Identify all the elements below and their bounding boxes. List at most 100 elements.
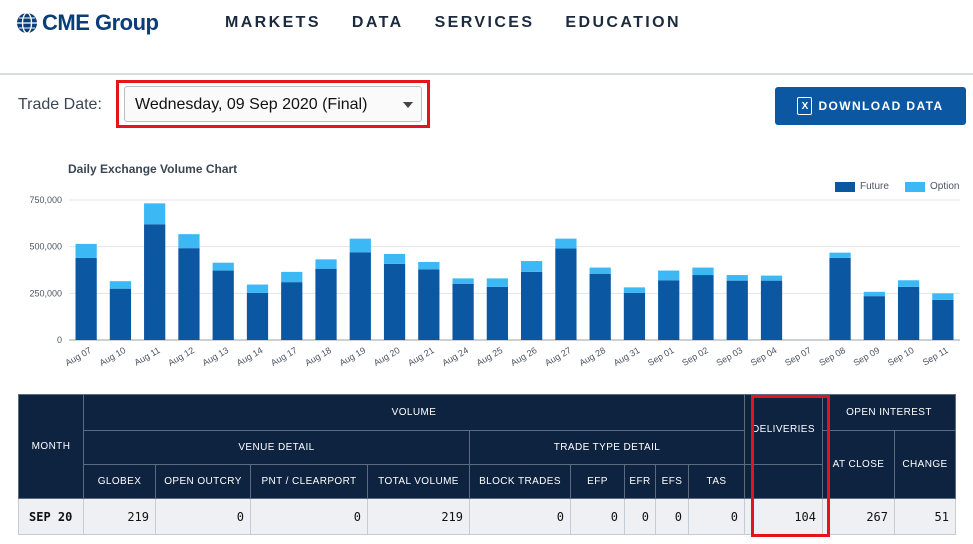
nav-markets[interactable]: MARKETS: [225, 14, 321, 31]
bar-option: [212, 262, 234, 271]
cell-efp: 0: [570, 498, 625, 535]
x-tick-label: Aug 12: [166, 345, 196, 368]
cell-total-volume: 219: [367, 498, 470, 535]
cell-month[interactable]: SEP 20: [18, 498, 84, 535]
nav-data[interactable]: DATA: [351, 14, 404, 31]
trade-date-value: Wednesday, 09 Sep 2020 (Final): [135, 96, 368, 113]
x-tick-label: Aug 14: [235, 345, 265, 368]
bar-future: [726, 280, 748, 340]
y-tick-label: 750,000: [29, 195, 62, 205]
cell-change: 51: [894, 498, 956, 535]
x-tick-label: Sep 09: [852, 345, 882, 368]
legend-option-swatch: [905, 181, 925, 192]
bar-future: [932, 299, 954, 340]
bar-future: [315, 268, 337, 340]
x-tick-label: Sep 02: [680, 345, 710, 368]
th-volume: VOLUME: [83, 394, 745, 431]
trade-date-label: Trade Date:: [18, 96, 102, 113]
y-tick-label: 500,000: [29, 242, 62, 252]
bar-option: [555, 238, 577, 249]
x-tick-label: Sep 04: [749, 345, 779, 368]
bar-option: [281, 271, 303, 283]
x-tick-label: Sep 10: [886, 345, 916, 368]
bar-future: [589, 273, 611, 340]
bar-future: [144, 224, 166, 340]
bar-future: [75, 257, 97, 340]
bar-option: [75, 243, 97, 258]
volume-table: MONTH VOLUME DELIVERIES OPEN INTEREST VE…: [18, 394, 956, 535]
cell-pnt: 0: [250, 498, 368, 535]
th-at-close: AT CLOSE: [822, 430, 895, 499]
cell-efs: 0: [655, 498, 689, 535]
bar-option: [315, 259, 337, 269]
bar-future: [897, 286, 920, 340]
bar-option: [692, 267, 714, 276]
bar-option: [109, 281, 132, 289]
bar-future: [863, 296, 885, 340]
daily-volume-chart: 0 250,000 500,000 750,000 Aug 07 Aug 10 Aug 11…: [29, 195, 960, 368]
x-tick-label: Sep 01: [646, 345, 676, 368]
th-globex: GLOBEX: [83, 464, 156, 499]
cell-open-outcry: 0: [155, 498, 251, 535]
bar-future: [521, 271, 543, 340]
bar-option: [383, 253, 406, 264]
bar-future: [246, 292, 269, 340]
bar-future: [383, 263, 406, 340]
th-tas: TAS: [688, 464, 745, 499]
x-tick-label: Sep 03: [715, 345, 745, 368]
cell-efr: 0: [624, 498, 656, 535]
x-tick-label: Aug 31: [612, 345, 642, 368]
th-open-interest: OPEN INTEREST: [822, 394, 956, 431]
th-efs: EFS: [655, 464, 689, 499]
bar-future: [178, 248, 200, 340]
x-tick-label: Aug 28: [577, 345, 607, 368]
cell-deliveries: 104: [744, 498, 823, 535]
cell-tas: 0: [688, 498, 745, 535]
th-venue-detail: VENUE DETAIL: [83, 430, 470, 465]
download-data-label: DOWNLOAD DATA: [818, 99, 944, 113]
bar-option: [623, 287, 646, 293]
th-efp: EFP: [570, 464, 625, 499]
bar-option: [829, 252, 851, 258]
cme-logo[interactable]: CME Group: [16, 10, 159, 36]
brand-name: CME Group: [42, 10, 159, 35]
y-tick-label: 0: [57, 335, 62, 345]
excel-file-icon: X: [797, 97, 813, 115]
chart-title: Daily Exchange Volume Chart: [68, 162, 238, 176]
bar-option: [178, 234, 200, 249]
bar-future: [829, 257, 851, 340]
legend-option[interactable]: Option: [905, 181, 959, 192]
cell-globex: 219: [83, 498, 156, 535]
bar-future: [555, 248, 577, 340]
x-tick-label: Aug 21: [406, 345, 436, 368]
caret-down-icon: [403, 102, 413, 108]
x-tick-label: Aug 19: [338, 345, 368, 368]
th-pnt-clearport: PNT / CLEARPORT: [250, 464, 368, 499]
legend-future[interactable]: Future: [835, 181, 889, 192]
bar-future: [452, 284, 474, 340]
bar-option: [452, 278, 474, 284]
trade-date-select[interactable]: Wednesday, 09 Sep 2020 (Final): [124, 86, 422, 122]
nav-education[interactable]: EDUCATION: [565, 14, 681, 31]
x-tick-label: Aug 24: [440, 345, 470, 368]
nav-services[interactable]: SERVICES: [434, 14, 535, 31]
bar-future: [692, 275, 714, 340]
bar-option: [726, 275, 748, 281]
site-header: CME Group MARKETS DATA SERVICES EDUCATIO…: [0, 0, 973, 75]
bar-option: [144, 203, 166, 225]
x-tick-label: Aug 11: [133, 345, 162, 368]
cell-block-trades: 0: [469, 498, 571, 535]
x-tick-label: Aug 13: [201, 345, 231, 368]
bar-option: [658, 270, 680, 281]
bar-option: [486, 278, 508, 287]
th-trade-type-detail: TRADE TYPE DETAIL: [469, 430, 745, 465]
x-tick-label: Aug 25: [475, 345, 505, 368]
download-data-button[interactable]: X DOWNLOAD DATA: [775, 87, 966, 125]
cell-at-close: 267: [822, 498, 895, 535]
th-block-trades: BLOCK TRADES: [469, 464, 571, 499]
legend-future-swatch: [835, 181, 855, 192]
bar-option: [246, 284, 269, 293]
x-tick-label: Aug 07: [63, 345, 93, 368]
bar-future: [486, 286, 508, 340]
y-tick-label: 250,000: [29, 288, 62, 298]
